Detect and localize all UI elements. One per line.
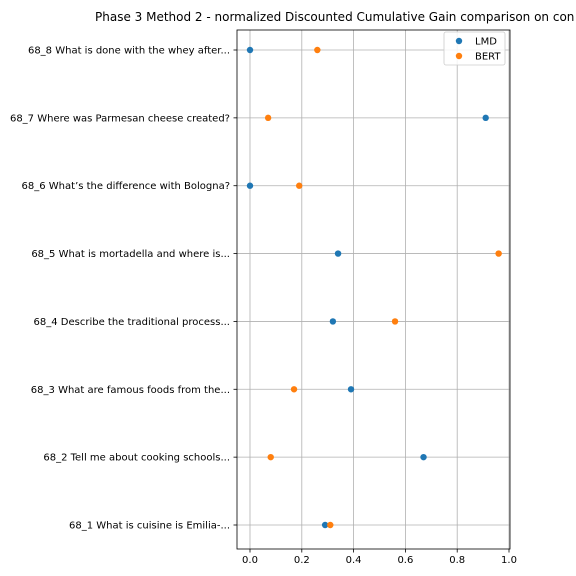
x-tick-label: 1.0 bbox=[501, 555, 517, 566]
x-tick-label: 0.0 bbox=[242, 555, 258, 566]
y-tick-label: 68_7 Where was Parmesan cheese created? bbox=[10, 113, 230, 124]
point-lmd bbox=[482, 114, 489, 122]
legend-marker bbox=[455, 52, 463, 60]
legend: LMD BERT bbox=[443, 31, 506, 66]
x-tick-label: 0.4 bbox=[346, 555, 362, 566]
point-lmd bbox=[321, 521, 329, 529]
grid bbox=[237, 30, 510, 549]
x-tick-label: 0.2 bbox=[294, 555, 310, 566]
chart-title: Phase 3 Method 2 - normalized Discounted… bbox=[95, 10, 574, 24]
data-points bbox=[246, 46, 502, 529]
point-bert bbox=[495, 250, 502, 257]
y-tick-label: 68_1 What is cuisine is Emilia-... bbox=[69, 521, 230, 532]
point-lmd bbox=[246, 182, 254, 189]
point-bert bbox=[267, 453, 274, 461]
y-tick-label: 68_4 Describe the traditional process... bbox=[34, 317, 230, 328]
point-bert bbox=[264, 114, 272, 122]
legend-label: BERT bbox=[475, 52, 501, 63]
point-lmd bbox=[347, 386, 355, 393]
y-tick-label: 68_6 What’s the difference with Bologna? bbox=[22, 181, 230, 192]
point-lmd bbox=[420, 453, 427, 461]
point-bert bbox=[296, 182, 303, 189]
y-tick-label: 68_2 Tell me about cooking schools... bbox=[43, 453, 230, 464]
x-tick-label: 0.6 bbox=[397, 555, 413, 566]
point-lmd bbox=[334, 250, 342, 257]
x-tick-label: 0.8 bbox=[449, 555, 465, 566]
y-tick-label: 68_3 What are famous foods from the... bbox=[31, 385, 230, 396]
point-lmd bbox=[329, 318, 337, 325]
y-tick-label: 68_5 What is mortadella and where is... bbox=[31, 249, 230, 260]
y-tick-label: 68_8 What is done with the whey after... bbox=[28, 46, 230, 57]
point-bert bbox=[391, 318, 399, 325]
point-bert bbox=[290, 386, 298, 393]
axes-frame bbox=[236, 29, 511, 550]
axes: 0.0 0.2 0.4 0.6 0.8 1.0 68_1 What is cuisine i… bbox=[10, 29, 517, 566]
point-bert bbox=[327, 521, 334, 529]
point-lmd bbox=[246, 46, 254, 54]
legend-label: LMD bbox=[475, 37, 497, 48]
point-bert bbox=[314, 46, 321, 54]
legend-marker bbox=[455, 37, 463, 45]
